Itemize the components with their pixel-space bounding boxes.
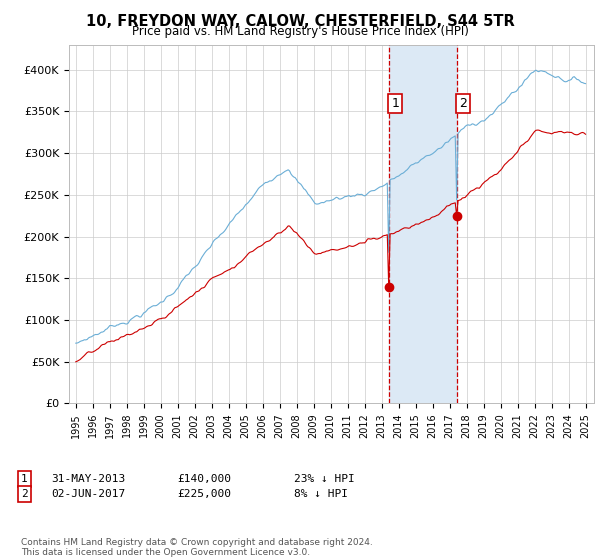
Text: £225,000: £225,000 — [177, 489, 231, 499]
Text: 1: 1 — [391, 97, 399, 110]
Text: Contains HM Land Registry data © Crown copyright and database right 2024.
This d: Contains HM Land Registry data © Crown c… — [21, 538, 373, 557]
Text: 23% ↓ HPI: 23% ↓ HPI — [294, 474, 355, 484]
Text: 1: 1 — [21, 474, 28, 484]
Text: Price paid vs. HM Land Registry's House Price Index (HPI): Price paid vs. HM Land Registry's House … — [131, 25, 469, 38]
Text: £140,000: £140,000 — [177, 474, 231, 484]
Text: 2: 2 — [21, 489, 28, 499]
Text: 8% ↓ HPI: 8% ↓ HPI — [294, 489, 348, 499]
Text: 10, FREYDON WAY, CALOW, CHESTERFIELD, S44 5TR: 10, FREYDON WAY, CALOW, CHESTERFIELD, S4… — [86, 14, 514, 29]
Text: 2: 2 — [459, 97, 467, 110]
Text: 02-JUN-2017: 02-JUN-2017 — [51, 489, 125, 499]
Text: 31-MAY-2013: 31-MAY-2013 — [51, 474, 125, 484]
Bar — [389, 45, 457, 403]
